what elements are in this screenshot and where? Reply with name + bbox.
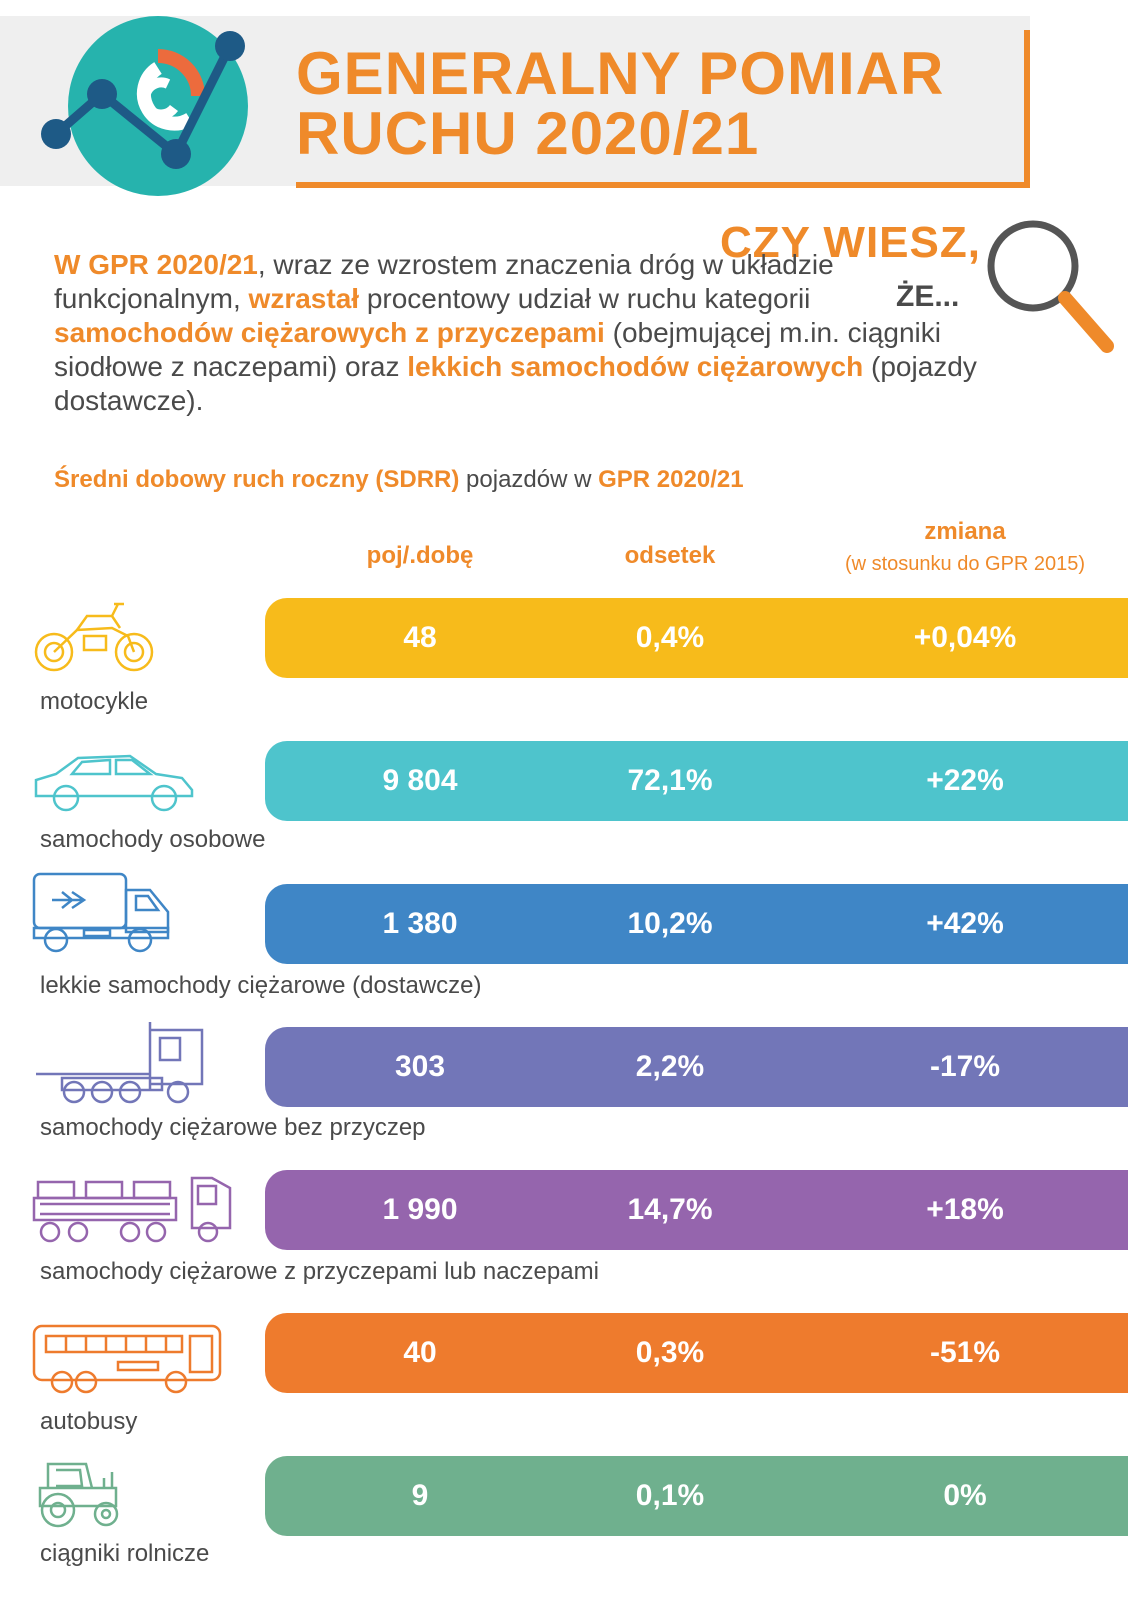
- row-count: 40: [403, 1336, 437, 1369]
- row-change: -17%: [929, 1050, 1001, 1083]
- row-share: 10,2%: [627, 907, 713, 940]
- row-count: 48: [403, 621, 437, 654]
- row-label-ciagniki: ciągniki rolnicze: [40, 1540, 210, 1567]
- row-share: 14,7%: [627, 1193, 713, 1226]
- intro-paragraph: W GPR 2020/21, wraz ze wzrostem znaczeni…: [54, 249, 977, 416]
- row-change: -51%: [929, 1336, 1001, 1369]
- row-count: 1 990: [382, 1193, 458, 1226]
- row-share: 2,2%: [635, 1050, 705, 1083]
- row-label-autobusy: autobusy: [40, 1408, 138, 1435]
- row-bar-z-przyczepami: 1 990 14,7% +18%: [265, 1170, 1128, 1250]
- did-you-know-heading: CZY WIESZ,: [720, 218, 981, 267]
- row-share: 0,4%: [635, 621, 705, 654]
- row-share: 0,1%: [635, 1479, 705, 1512]
- truck-trailer-icon: [32, 1176, 232, 1243]
- row-change: +42%: [926, 907, 1004, 940]
- row-label-motocykle: motocykle: [40, 688, 149, 715]
- row-bar-motocykle: 48 0,4% +0,04%: [265, 598, 1128, 678]
- page-title-line2: RUCHU 2020/21: [296, 100, 760, 167]
- row-change: +0,04%: [913, 621, 1017, 654]
- row-bar-ciagniki: 9 0,1% 0%: [265, 1456, 1128, 1536]
- row-count: 1 380: [382, 907, 458, 940]
- motorcycle-icon: [34, 602, 154, 672]
- row-count: 303: [394, 1050, 446, 1083]
- did-you-know-subheading: ŻE...: [896, 280, 960, 313]
- row-count: 9 804: [382, 764, 458, 797]
- row-bar-autobusy: 40 0,3% -51%: [265, 1313, 1128, 1393]
- row-label-lekkie: lekkie samochody ciężarowe (dostawcze): [40, 972, 482, 999]
- row-change: 0%: [943, 1479, 987, 1512]
- title-frame: [296, 30, 1030, 188]
- row-share: 0,3%: [635, 1336, 705, 1369]
- magnifier-icon: [987, 220, 1114, 353]
- column-header-change: zmiana: [924, 518, 1006, 545]
- column-header-count: poj/.dobę: [366, 542, 474, 569]
- page-title-line1: GENERALNY POMIAR: [296, 40, 945, 107]
- row-bar-lekkie: 1 380 10,2% +42%: [265, 884, 1128, 964]
- car-icon: [34, 754, 194, 812]
- row-label-z-przyczepami: samochody ciężarowe z przyczepami lub na…: [40, 1258, 599, 1285]
- delivery-truck-icon: [32, 872, 170, 953]
- column-header-share: odsetek: [624, 542, 716, 569]
- bus-icon: [32, 1324, 222, 1394]
- row-change: +22%: [926, 764, 1004, 797]
- row-label-bez-przyczep: samochody ciężarowe bez przyczep: [40, 1114, 426, 1141]
- truck-icon: [36, 1022, 204, 1104]
- column-header-change-note: (w stosunku do GPR 2015): [844, 553, 1086, 575]
- row-label-osobowe: samochody osobowe: [40, 826, 266, 853]
- tractor-icon: [38, 1462, 119, 1528]
- row-change: +18%: [926, 1193, 1004, 1226]
- row-bar-osobowe: 9 804 72,1% +22%: [265, 741, 1128, 821]
- row-count: 9: [411, 1479, 429, 1512]
- table-subtitle: Średni dobowy ruch roczny (SDRR) pojazdó…: [54, 466, 744, 493]
- row-share: 72,1%: [627, 764, 713, 797]
- row-bar-bez-przyczep: 303 2,2% -17%: [265, 1027, 1128, 1107]
- chart-logo-icon: [41, 16, 248, 196]
